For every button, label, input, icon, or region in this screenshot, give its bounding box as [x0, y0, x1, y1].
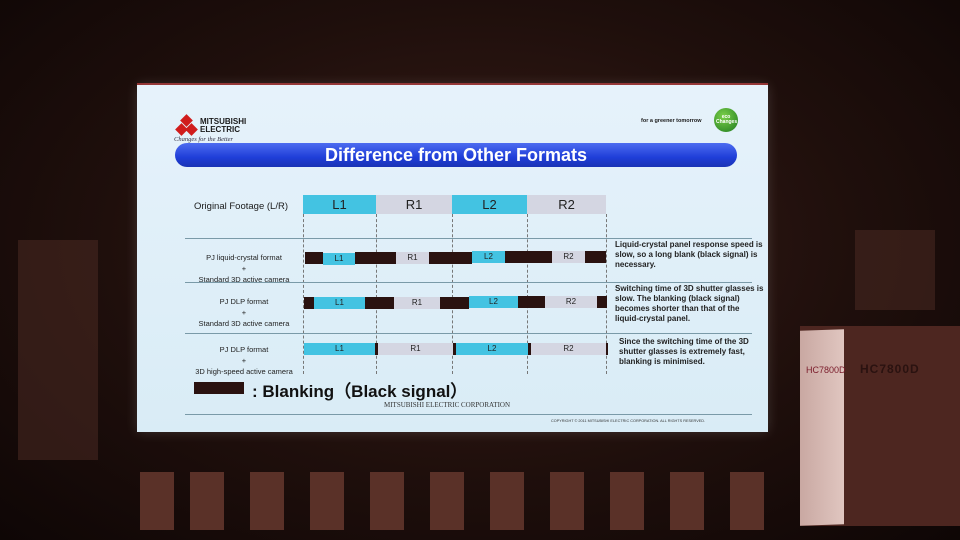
- blanking-segment: [597, 296, 607, 308]
- frame-r1: R1: [396, 252, 429, 264]
- row-label-dlp-standard: PJ DLP format + Standard 3D active camer…: [185, 296, 303, 329]
- frame-l2: L2: [456, 343, 528, 355]
- brand-line1: MITSUBISHI: [200, 117, 247, 126]
- stage-panel: [730, 472, 764, 530]
- label-plus: +: [241, 308, 247, 317]
- frame-boundary: [527, 214, 528, 374]
- eco-slogan: for a greener tomorrow: [641, 118, 702, 124]
- blanking-segment: [429, 252, 472, 264]
- frame-r1: R1: [378, 343, 453, 355]
- note-dlp-standard: Switching time of 3D shutter glasses is …: [615, 284, 764, 323]
- note-lcd: Liquid-crystal panel response speed is s…: [615, 240, 763, 269]
- stage-panel: [610, 472, 644, 530]
- frame-boundary: [606, 214, 607, 374]
- frame-r1: R1: [394, 297, 440, 309]
- projector-model-side: HC7800D: [860, 362, 920, 376]
- corporation-name: MITSUBISHI ELECTRIC CORPORATION: [384, 401, 511, 409]
- frame-boundary: [303, 214, 304, 374]
- row-label-lcd: PJ liquid-crystal format + Standard 3D a…: [185, 252, 303, 285]
- blanking-segment: [305, 252, 323, 264]
- blanking-legend-swatch: [194, 382, 244, 394]
- row-divider: [185, 238, 752, 239]
- original-frame-l2: L2: [452, 195, 527, 214]
- brand-line2: ELECTRIC: [200, 125, 240, 134]
- screen-top-edge: [137, 83, 768, 86]
- frame-boundary: [376, 214, 377, 374]
- label-plus: +: [241, 264, 247, 273]
- blanking-segment: [453, 343, 456, 355]
- blanking-segment: [365, 297, 394, 309]
- copyright: COPYRIGHT © 2011 MITSUBISHI ELECTRIC COR…: [551, 419, 706, 423]
- blanking-segment: [355, 252, 396, 264]
- projector-front-panel: [800, 329, 844, 526]
- label-line2: Standard 3D active camera: [198, 275, 290, 284]
- blanking-segment: [518, 296, 545, 308]
- frame-l1: L1: [314, 297, 365, 309]
- blanking-segment: [606, 343, 608, 355]
- stage-panel: [370, 472, 404, 530]
- frame-r2: R2: [545, 296, 597, 308]
- frame-l2: L2: [472, 251, 505, 263]
- frame-boundary: [452, 214, 453, 374]
- blanking-segment: [304, 297, 314, 309]
- frame-l2: L2: [469, 296, 518, 308]
- wall-panel: [18, 240, 98, 460]
- frame-r2: R2: [552, 251, 585, 263]
- row-label-dlp-highspeed: PJ DLP format + 3D high-speed active cam…: [185, 344, 303, 377]
- eco-changes-badge-icon: eco Changes: [714, 108, 738, 132]
- stage-panel: [250, 472, 284, 530]
- original-frame-r2: R2: [527, 195, 606, 214]
- row-divider: [185, 333, 752, 334]
- blanking-segment: [505, 251, 552, 263]
- note-dlp-highspeed: Since the switching time of the 3D shutt…: [619, 337, 749, 366]
- projector-model-front: HC7800D: [806, 365, 846, 375]
- tagline: Changes for the Better: [174, 136, 234, 143]
- label-line2: 3D high-speed active camera: [195, 367, 293, 376]
- blanking-segment: [440, 297, 469, 309]
- mitsubishi-logo-icon: [175, 114, 198, 136]
- frame-l1: L1: [304, 343, 375, 355]
- label-plus: +: [241, 356, 247, 365]
- wall-panel: [855, 230, 935, 310]
- stage-panel: [490, 472, 524, 530]
- frame-l1: L1: [323, 253, 355, 265]
- label-line1: PJ DLP format: [219, 345, 269, 354]
- footer-divider: [185, 414, 752, 415]
- label-line1: PJ DLP format: [219, 297, 269, 306]
- stage-panel: [430, 472, 464, 530]
- original-frame-r1: R1: [376, 195, 452, 214]
- stage-panel: [670, 472, 704, 530]
- original-frame-l1: L1: [303, 195, 376, 214]
- row-divider: [185, 282, 752, 283]
- blanking-segment: [375, 343, 378, 355]
- label-line1: PJ liquid-crystal format: [206, 253, 282, 262]
- stage-panel: [190, 472, 224, 530]
- original-footage-label: Original Footage (L/R): [194, 201, 288, 212]
- blanking-segment: [528, 343, 531, 355]
- blanking-segment: [585, 251, 606, 263]
- eco-badge-text: eco Changes: [716, 113, 738, 125]
- stage-panel: [310, 472, 344, 530]
- frame-r2: R2: [531, 343, 606, 355]
- blanking-legend-label: : Blanking（Black signal）: [252, 382, 468, 401]
- label-line2: Standard 3D active camera: [198, 319, 290, 328]
- slide-title: Difference from Other Formats: [175, 143, 737, 167]
- stage-panel: [140, 472, 174, 530]
- stage-panel: [550, 472, 584, 530]
